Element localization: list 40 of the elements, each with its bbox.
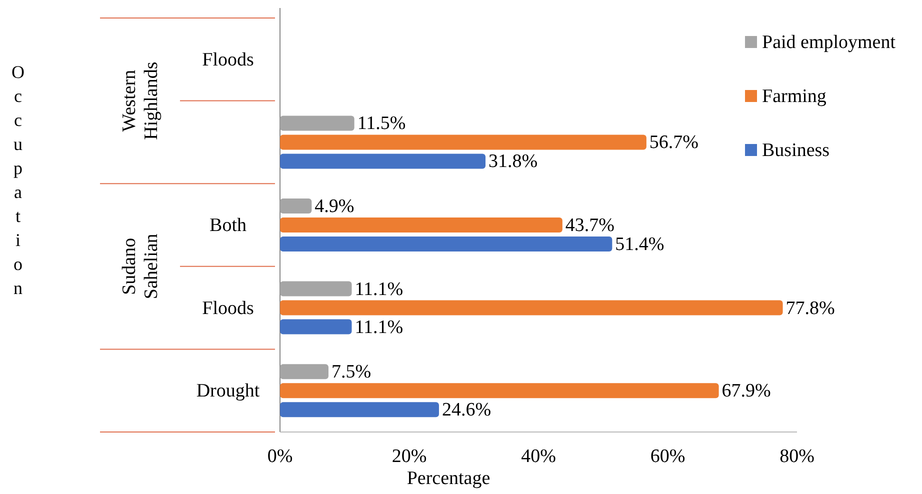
x-tick-label: 80%	[780, 446, 815, 467]
bar	[280, 236, 612, 252]
y-tick-label: Floods	[202, 49, 254, 70]
data-label: 4.9%	[314, 196, 354, 217]
bar	[280, 300, 783, 316]
data-label: 11.1%	[354, 278, 404, 300]
y-tick-label: Floods	[202, 298, 254, 319]
bar	[280, 154, 486, 169]
x-tick-label: 20%	[392, 446, 427, 467]
text: Western Highlands	[119, 62, 162, 140]
bar	[280, 402, 439, 418]
legend-label: Farming	[762, 86, 827, 107]
x-axis-title: Percentage	[406, 468, 490, 489]
legend-label: Paid employment	[762, 32, 896, 53]
bar	[280, 198, 312, 214]
data-label: 11.1%	[354, 316, 404, 338]
text: Occupation	[12, 62, 24, 298]
bar	[280, 134, 646, 150]
bar	[280, 364, 328, 380]
y-tick-label: Both	[210, 215, 247, 236]
data-label: 51.4%	[615, 234, 664, 255]
legend-label: Business	[762, 140, 830, 161]
data-label: 56.7%	[649, 132, 699, 154]
data-label: 43.7%	[565, 215, 615, 236]
text: Sudano Sahelian	[119, 233, 162, 300]
data-label: 7.5%	[331, 362, 372, 383]
bar	[280, 281, 352, 296]
data-label: 24.6%	[442, 400, 492, 421]
y-tick-label: Drought	[196, 380, 260, 402]
bar	[280, 319, 352, 334]
bar	[280, 383, 719, 398]
data-label: 77.8%	[786, 298, 836, 319]
x-tick-label: 60%	[650, 446, 686, 467]
data-label: 67.9%	[722, 380, 772, 402]
data-label: 11.5%	[357, 113, 406, 134]
x-tick-label: 40%	[521, 446, 556, 467]
data-label: 31.8%	[488, 151, 538, 172]
x-tick-label: 0%	[267, 446, 293, 467]
bar	[280, 218, 562, 232]
bar	[280, 116, 354, 131]
